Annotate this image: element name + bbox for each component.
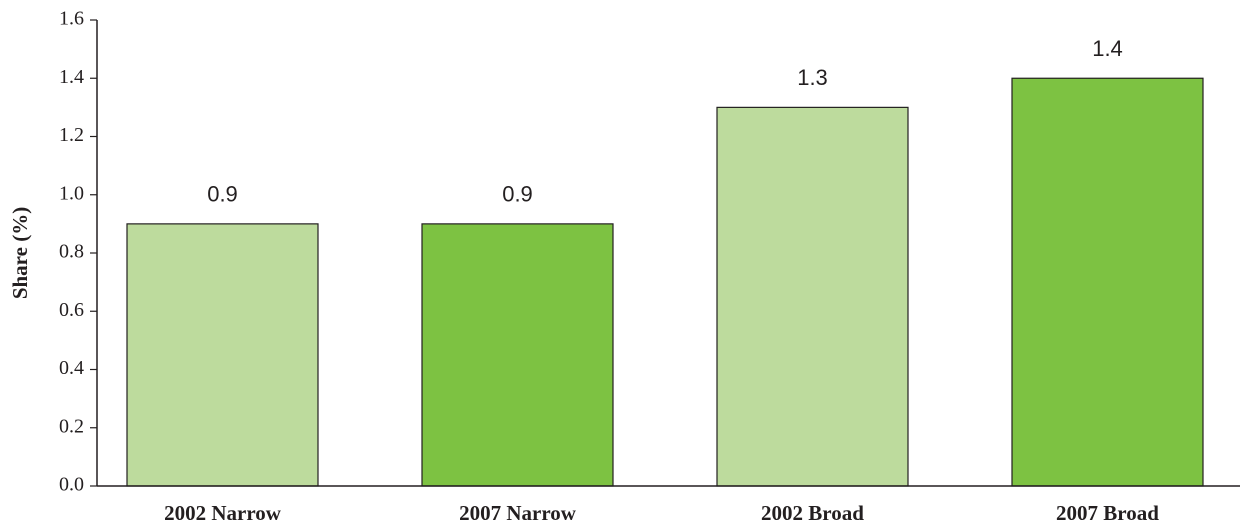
bar (716, 106, 909, 487)
bar (126, 223, 319, 487)
y-tick-label: 1.4 (59, 66, 84, 88)
y-tick-label: 0.0 (59, 474, 84, 496)
bar (421, 223, 614, 487)
y-tick-label: 0.8 (59, 241, 84, 263)
y-tick-label: 0.4 (59, 357, 84, 379)
value-label: 1.4 (1092, 36, 1123, 61)
y-tick-label: 0.6 (59, 299, 84, 321)
x-tick-label: 2007 Narrow (459, 501, 577, 525)
value-label: 0.9 (207, 182, 238, 207)
x-tick-label: 2002 Narrow (164, 501, 282, 525)
y-axis-label: Share (%) (8, 207, 32, 299)
x-tick-label: 2007 Broad (1056, 501, 1159, 525)
y-tick-label: 1.0 (59, 182, 84, 204)
y-tick-label: 1.2 (59, 124, 84, 146)
value-label: 0.9 (502, 182, 533, 207)
y-tick-label: 1.6 (59, 8, 84, 30)
value-label: 1.3 (797, 65, 828, 90)
y-tick-label: 0.2 (59, 415, 84, 437)
x-tick-label: 2002 Broad (761, 501, 864, 525)
bar (1011, 77, 1204, 487)
